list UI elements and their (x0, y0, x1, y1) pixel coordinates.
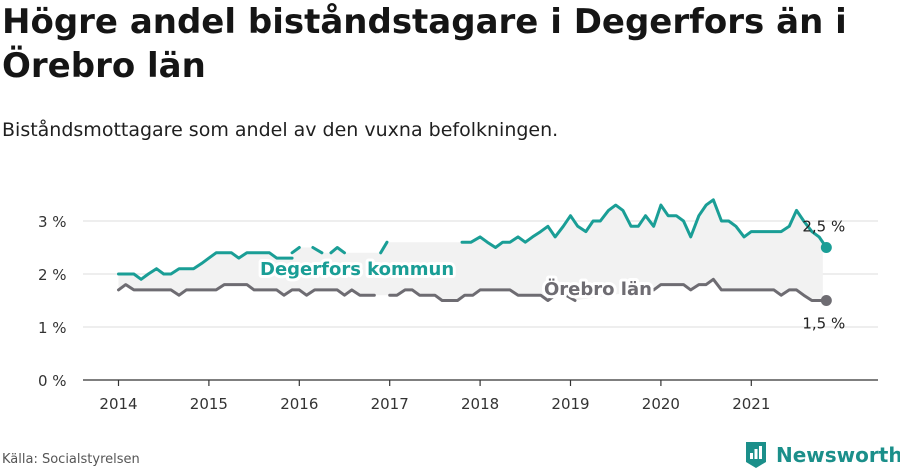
x-tick-label: 2017 (371, 395, 409, 413)
end-label-degerfors: 2,5 % (802, 218, 845, 236)
degerfors-line (290, 246, 301, 255)
series-label-degerfors: Degerfors kommun (260, 259, 454, 280)
y-tick-label: 2 % (38, 266, 67, 284)
y-axis: 0 % 1 % 2 % 3 % (38, 213, 67, 390)
orebro-line (117, 283, 376, 297)
end-label-orebro: 1,5 % (802, 315, 845, 333)
x-tick-label: 2018 (461, 395, 499, 413)
y-tick-label: 1 % (38, 319, 67, 337)
y-tick-label: 3 % (38, 213, 67, 231)
band-area (118, 200, 823, 301)
end-point (820, 242, 832, 253)
degerfors-line (311, 246, 324, 255)
orebro-line (388, 288, 557, 302)
x-tick-label: 2019 (551, 395, 589, 413)
brand-name: Newsworthy (776, 443, 900, 467)
series-label-orebro: Örebro län (544, 278, 652, 300)
page-title: Högre andel biståndstagare i Degerfors ä… (2, 2, 847, 86)
degerfors-line (460, 198, 828, 249)
end-point (820, 295, 832, 306)
series-lines (117, 198, 832, 306)
series-label-degerfors-halo: Degerfors kommun (260, 259, 454, 280)
x-axis: 2014 2015 2016 2017 2018 2019 2020 2021 (83, 379, 878, 413)
x-tick-label: 2016 (280, 395, 318, 413)
newsworthy-logo-icon (746, 442, 766, 468)
y-tick-label: 0 % (38, 372, 67, 390)
x-tick-label: 2014 (99, 395, 137, 413)
x-tick-label: 2020 (642, 395, 680, 413)
orebro-line (645, 277, 828, 302)
x-tick-label: 2021 (732, 395, 770, 413)
x-tick-label: 2015 (190, 395, 228, 413)
source-note: Källa: Socialstyrelsen (2, 452, 140, 467)
series-label-orebro-halo: Örebro län (544, 278, 652, 300)
brand: Newsworthy (744, 440, 900, 470)
degerfors-line (379, 240, 389, 255)
range-band (118, 200, 823, 301)
orebro-line (564, 293, 577, 302)
degerfors-line (329, 246, 346, 255)
degerfors-line (117, 251, 294, 281)
subtitle: Biståndsmottagare som andel av den vuxna… (2, 119, 559, 141)
